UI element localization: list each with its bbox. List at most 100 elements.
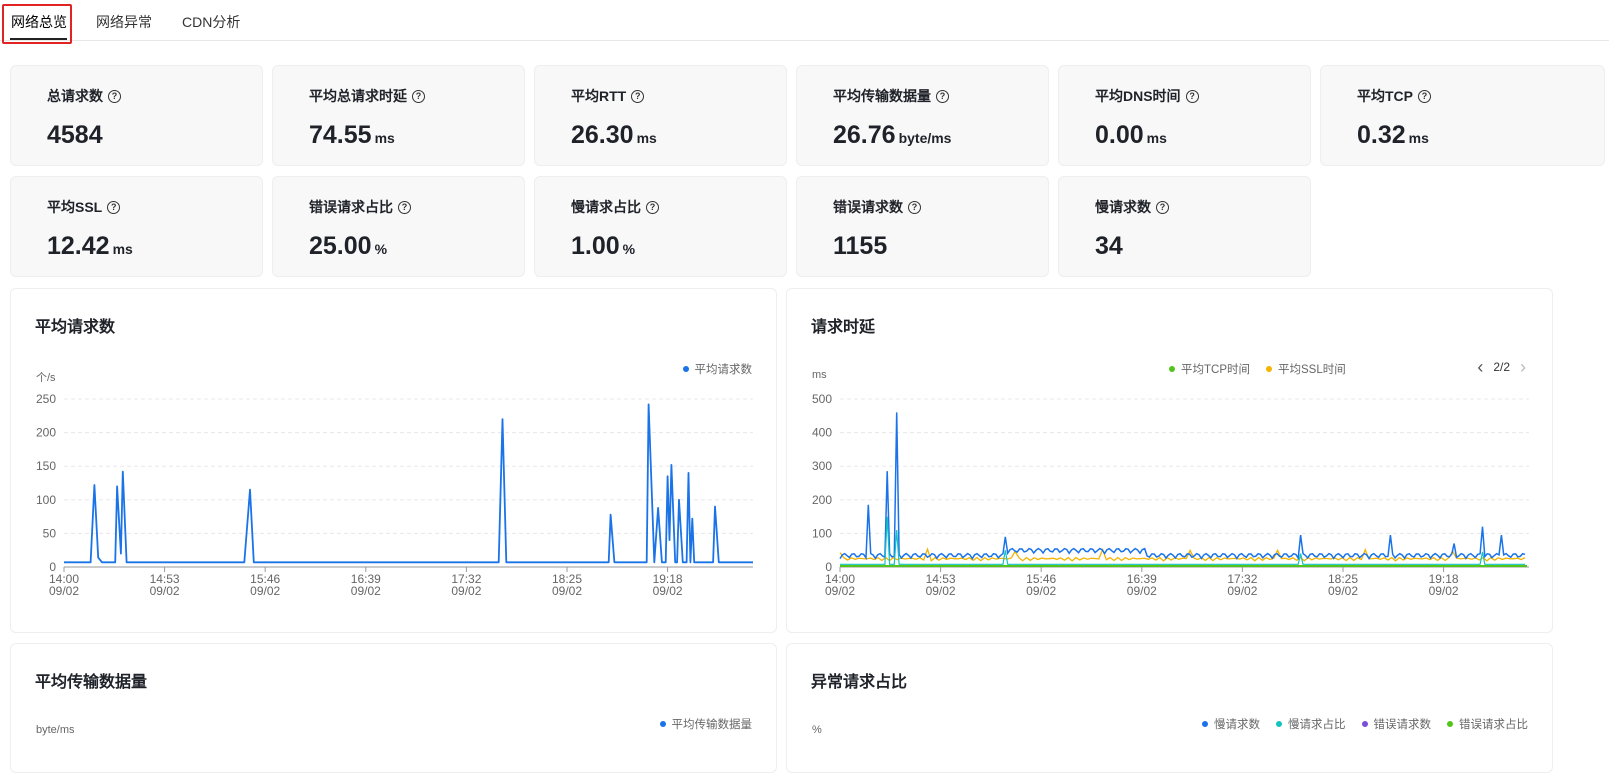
y-tick-label: 50 xyxy=(43,526,57,540)
legend-item-error-count[interactable]: 错误请求数 xyxy=(1361,716,1432,732)
metric-label: 总请求数 xyxy=(47,88,103,104)
metric-card-avg-rtt: 平均RTT? 26.30 ms xyxy=(534,65,787,166)
legend-label: 慢请求占比 xyxy=(1288,719,1346,731)
chart-legend: 平均传输数据量 xyxy=(659,716,753,732)
x-tick-label: 09/02 xyxy=(49,584,79,598)
metric-card-avg-tcp: 平均TCP? 0.32 ms xyxy=(1320,65,1605,166)
legend-item-slow-ratio[interactable]: 慢请求占比 xyxy=(1276,716,1346,732)
x-tick-label: 09/02 xyxy=(1026,584,1056,598)
metric-label: 慢请求数 xyxy=(1095,199,1151,215)
metric-label: 平均TCP xyxy=(1357,88,1413,104)
legend-item-tcp[interactable]: 平均TCP时间 xyxy=(1169,361,1250,377)
x-tick-label: 18:25 xyxy=(1328,572,1358,586)
legend-dot xyxy=(1266,366,1272,372)
panel-title: 异常请求占比 xyxy=(811,674,908,691)
legend-dot xyxy=(1169,366,1175,372)
panel-abnormal-ratio: 异常请求占比 % 慢请求数 慢请求占比 错误请求数 错误请求占比 xyxy=(786,643,1553,773)
metric-unit: ms xyxy=(1146,130,1167,146)
x-tick-label: 17:32 xyxy=(451,572,481,586)
legend-dot xyxy=(1202,721,1208,727)
x-tick-label: 09/02 xyxy=(150,584,180,598)
x-tick-label: 09/02 xyxy=(351,584,381,598)
metric-unit: % xyxy=(374,241,388,257)
avg-requests-chart: 05010015020025014:0009/0214:5309/0215:46… xyxy=(36,392,753,598)
help-icon[interactable]: ? xyxy=(107,200,121,214)
legend-dot xyxy=(1276,721,1282,727)
x-tick-label: 14:00 xyxy=(825,572,855,586)
panel-title: 平均请求数 xyxy=(35,319,116,336)
y-tick-label: 200 xyxy=(812,493,832,507)
x-tick-label: 09/02 xyxy=(451,584,481,598)
help-icon[interactable]: ? xyxy=(108,89,121,103)
metric-label: 平均传输数据量 xyxy=(833,88,931,104)
chart-legend: 慢请求数 慢请求占比 错误请求数 错误请求占比 xyxy=(1202,716,1528,732)
metric-unit: byte/ms xyxy=(898,130,952,146)
legend-item[interactable]: 平均传输数据量 xyxy=(659,716,753,732)
top-tab-bar: 网络总览 网络异常 CDN分析 xyxy=(0,0,1609,44)
tab-network-exception[interactable]: 网络异常 xyxy=(96,14,152,30)
legend-item-slow-count[interactable]: 慢请求数 xyxy=(1202,716,1260,732)
x-tick-label: 16:39 xyxy=(1127,572,1157,586)
help-icon[interactable]: ? xyxy=(412,89,425,103)
legend-label: 平均请求数 xyxy=(694,364,753,376)
y-tick-label: 400 xyxy=(812,426,832,440)
legend-item[interactable]: 平均请求数 xyxy=(682,361,753,377)
y-tick-label: 150 xyxy=(36,459,56,473)
x-tick-label: 18:25 xyxy=(552,572,582,586)
legend-dot xyxy=(1447,721,1453,727)
help-icon[interactable]: ? xyxy=(1418,89,1431,103)
help-icon[interactable]: ? xyxy=(631,89,645,103)
help-icon[interactable]: ? xyxy=(936,89,949,103)
metric-label: 慢请求占比 xyxy=(571,199,641,215)
chevron-left-icon[interactable]: ‹ xyxy=(1477,357,1484,377)
metric-label: 平均RTT xyxy=(571,88,627,104)
series-line-avg-requests xyxy=(64,403,753,564)
x-tick-label: 09/02 xyxy=(250,584,280,598)
chevron-right-icon[interactable]: › xyxy=(1520,357,1526,377)
legend-dot xyxy=(1361,721,1368,727)
metric-label: 平均总请求时延 xyxy=(309,88,407,104)
legend-label: 错误请求数 xyxy=(1373,719,1432,731)
y-tick-label: 100 xyxy=(812,526,832,540)
pager-text: 2/2 xyxy=(1493,360,1510,374)
x-tick-label: 09/02 xyxy=(1328,584,1358,598)
metric-card-avg-ssl: 平均SSL? 12.42 ms xyxy=(10,176,263,277)
metric-label: 平均SSL xyxy=(47,199,103,215)
help-icon[interactable]: ? xyxy=(1156,200,1169,214)
help-icon[interactable]: ? xyxy=(646,200,659,214)
legend-label: 平均传输数据量 xyxy=(671,719,753,731)
metric-unit: ms xyxy=(1408,130,1429,146)
x-tick-label: 09/02 xyxy=(926,584,956,598)
x-tick-label: 09/02 xyxy=(552,584,582,598)
tab-network-overview[interactable]: 网络总览 xyxy=(11,14,67,30)
series-line-latency-secondary xyxy=(840,516,1525,565)
help-icon[interactable]: ? xyxy=(398,200,411,214)
legend-dot xyxy=(659,721,666,727)
legend-label: 平均TCP时间 xyxy=(1181,364,1250,376)
metric-value: 34 xyxy=(1095,232,1123,260)
x-tick-label: 15:46 xyxy=(1026,572,1056,586)
metric-value: 1.00 xyxy=(571,232,620,260)
panel-avg-requests: 平均请求数 个/s 平均请求数 0 50 100 150 200 250 14:00 09/0… xyxy=(10,288,777,633)
x-tick-label: 09/02 xyxy=(1227,584,1257,598)
x-tick-label: 14:53 xyxy=(150,572,180,586)
legend-item-ssl[interactable]: 平均SSL时间 xyxy=(1266,361,1346,377)
tab-cdn-analysis[interactable]: CDN分析 xyxy=(182,14,241,30)
metric-value: 1155 xyxy=(833,232,888,260)
metric-label: 错误请求占比 xyxy=(309,199,393,215)
metric-value: 0.00 xyxy=(1095,121,1144,149)
panel-latency: 请求时延 ms 平均TCP时间 平均SSL时间 ‹ 2/2 › 0 100 200 3… xyxy=(786,288,1553,633)
metric-card-error-ratio: 错误请求占比? 25.00% xyxy=(272,176,525,277)
help-icon[interactable]: ? xyxy=(1185,89,1199,103)
metric-value: 0.32 xyxy=(1357,121,1406,149)
legend-label: 错误请求占比 xyxy=(1459,719,1528,731)
metric-card-avg-transfer: 平均传输数据量? 26.76 byte/ms xyxy=(796,65,1049,166)
y-tick-label: 300 xyxy=(812,459,832,473)
help-icon[interactable]: ? xyxy=(908,200,921,214)
y-tick-label: 250 xyxy=(36,392,56,406)
metric-label: 平均DNS时间 xyxy=(1095,88,1181,104)
x-tick-label: 19:18 xyxy=(653,572,683,586)
legend-item-error-ratio[interactable]: 错误请求占比 xyxy=(1447,716,1528,732)
panel-title: 请求时延 xyxy=(811,319,876,336)
legend-label: 平均SSL时间 xyxy=(1278,364,1346,376)
